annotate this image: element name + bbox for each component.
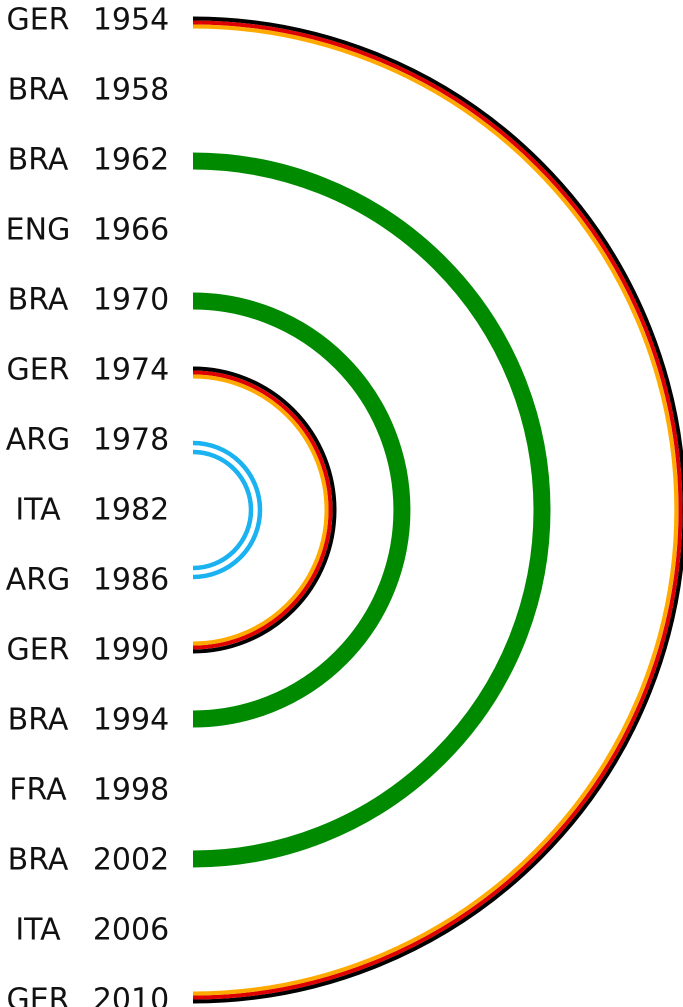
year-label: 2002 (93, 843, 169, 878)
year-label: 1966 (93, 213, 169, 248)
team-label: ITA (15, 493, 61, 528)
team-label: BRA (8, 283, 69, 318)
team-label: FRA (9, 773, 67, 808)
labels-layer: GER 1954 BRA 1958 BRA 1962 ENG 1966 BRA 1970 GER 19… (6, 3, 170, 1007)
arc-stripe-red (192, 20, 683, 1000)
team-label: GER (6, 3, 69, 38)
year-label: 1974 (93, 353, 169, 388)
year-label: 1986 (93, 563, 169, 598)
arc-stripe-green (192, 152, 551, 868)
team-label: ARG (6, 423, 71, 458)
team-label: BRA (8, 143, 69, 178)
team-label: BRA (8, 73, 69, 108)
team-label: GER (6, 633, 69, 668)
arc-stripe-black (192, 16, 683, 1004)
year-label: 1994 (93, 703, 169, 738)
team-label: BRA (8, 703, 69, 738)
team-label: ARG (6, 563, 71, 598)
arcs-layer (192, 16, 683, 1004)
arc-germany (192, 16, 683, 1004)
year-label: 1958 (93, 73, 169, 108)
arc-stripe-gold (192, 374, 329, 646)
year-label: 1978 (93, 423, 169, 458)
year-label: 1970 (93, 283, 169, 318)
arc-stripe-black (192, 366, 337, 654)
arc-brazil (192, 152, 551, 868)
arc-stripe-green (192, 292, 411, 728)
team-label: GER (6, 983, 69, 1007)
year-label: 2006 (93, 913, 169, 948)
arc-stripe-gold (192, 24, 679, 996)
arc-stripe-blue-inner (192, 449, 254, 571)
year-label: 1962 (93, 143, 169, 178)
arc-stripe-blue-outer (192, 440, 263, 580)
year-label: 1990 (93, 633, 169, 668)
team-label: GER (6, 353, 69, 388)
year-label: 1954 (93, 3, 169, 38)
arc-germany (192, 366, 337, 654)
team-label: BRA (8, 843, 69, 878)
arc-argentina (192, 440, 263, 580)
year-label: 1998 (93, 773, 169, 808)
arc-brazil (192, 292, 411, 728)
team-label: ENG (6, 213, 71, 248)
year-label: 2010 (93, 983, 169, 1007)
year-label: 1982 (93, 493, 169, 528)
team-label: ITA (15, 913, 61, 948)
arc-stripe-red (192, 370, 333, 650)
